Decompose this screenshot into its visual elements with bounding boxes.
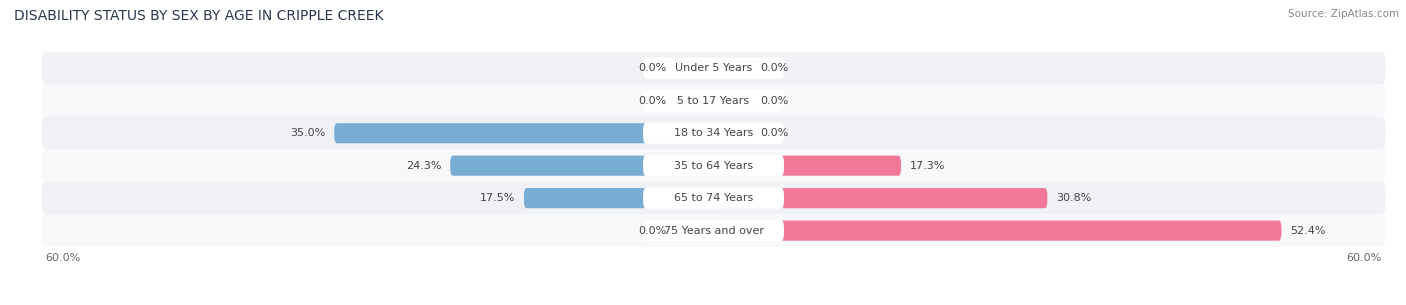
FancyBboxPatch shape [42, 52, 1385, 84]
Text: 52.4%: 52.4% [1291, 226, 1326, 236]
FancyBboxPatch shape [713, 156, 901, 176]
Text: 5 to 17 Years: 5 to 17 Years [678, 96, 749, 106]
Text: 0.0%: 0.0% [761, 63, 789, 73]
FancyBboxPatch shape [643, 188, 785, 209]
Text: 0.0%: 0.0% [638, 96, 666, 106]
FancyBboxPatch shape [42, 117, 1385, 149]
Text: Under 5 Years: Under 5 Years [675, 63, 752, 73]
FancyBboxPatch shape [643, 58, 785, 79]
FancyBboxPatch shape [713, 221, 1281, 241]
FancyBboxPatch shape [42, 149, 1385, 182]
FancyBboxPatch shape [713, 91, 751, 111]
FancyBboxPatch shape [643, 220, 785, 241]
Text: 35.0%: 35.0% [290, 128, 326, 138]
FancyBboxPatch shape [524, 188, 713, 208]
Text: 30.8%: 30.8% [1056, 193, 1091, 203]
Text: 0.0%: 0.0% [638, 63, 666, 73]
FancyBboxPatch shape [643, 123, 785, 144]
Text: 17.5%: 17.5% [479, 193, 515, 203]
FancyBboxPatch shape [713, 188, 1047, 208]
FancyBboxPatch shape [643, 155, 785, 176]
FancyBboxPatch shape [713, 58, 751, 78]
Text: Source: ZipAtlas.com: Source: ZipAtlas.com [1288, 9, 1399, 19]
Text: 0.0%: 0.0% [638, 226, 666, 236]
Text: 65 to 74 Years: 65 to 74 Years [673, 193, 754, 203]
FancyBboxPatch shape [450, 156, 713, 176]
Text: 75 Years and over: 75 Years and over [664, 226, 763, 236]
FancyBboxPatch shape [713, 123, 751, 143]
FancyBboxPatch shape [676, 221, 713, 241]
FancyBboxPatch shape [42, 182, 1385, 214]
Text: 35 to 64 Years: 35 to 64 Years [673, 161, 754, 171]
Text: 17.3%: 17.3% [910, 161, 945, 171]
Text: 0.0%: 0.0% [761, 128, 789, 138]
Text: DISABILITY STATUS BY SEX BY AGE IN CRIPPLE CREEK: DISABILITY STATUS BY SEX BY AGE IN CRIPP… [14, 9, 384, 23]
Text: 18 to 34 Years: 18 to 34 Years [673, 128, 754, 138]
Text: 0.0%: 0.0% [761, 96, 789, 106]
FancyBboxPatch shape [42, 84, 1385, 117]
Text: 24.3%: 24.3% [406, 161, 441, 171]
FancyBboxPatch shape [643, 90, 785, 111]
FancyBboxPatch shape [676, 58, 713, 78]
FancyBboxPatch shape [42, 214, 1385, 247]
FancyBboxPatch shape [676, 91, 713, 111]
FancyBboxPatch shape [335, 123, 713, 143]
